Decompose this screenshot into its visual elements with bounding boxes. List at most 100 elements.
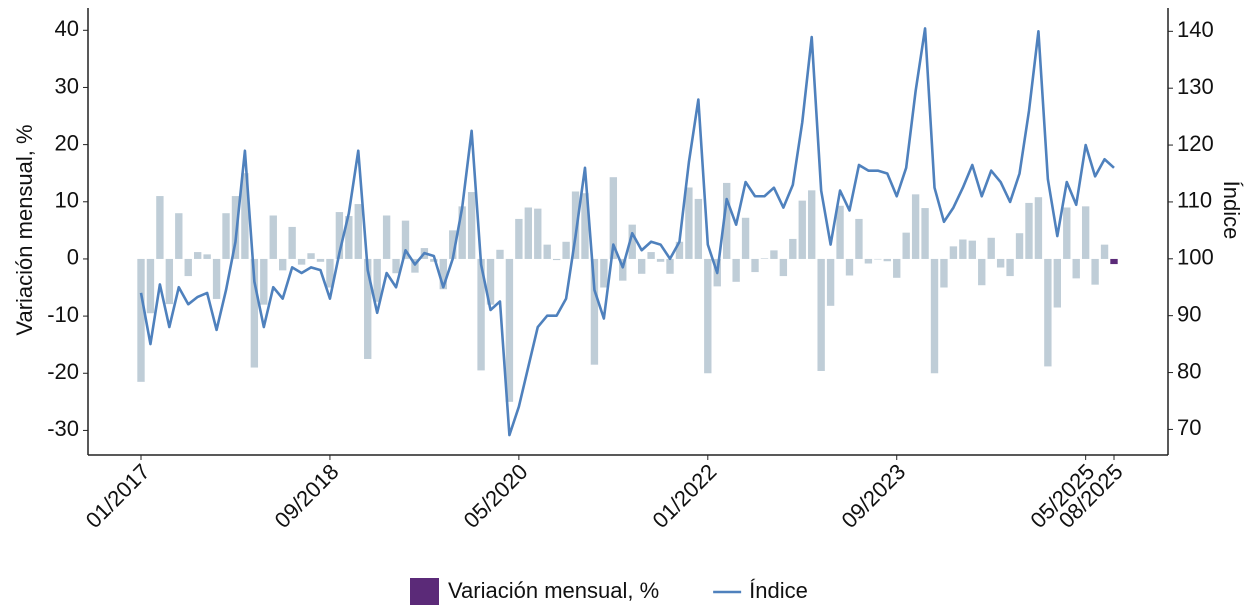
bar — [675, 241, 684, 259]
bar — [165, 258, 174, 305]
bar — [949, 246, 958, 259]
bar — [193, 252, 202, 259]
bar — [534, 208, 542, 259]
bar — [590, 258, 599, 365]
bar — [297, 258, 306, 265]
y2-tick-label: 130 — [1177, 74, 1214, 99]
bar — [364, 258, 372, 359]
bar — [1015, 233, 1024, 259]
bar — [864, 258, 873, 264]
bar — [449, 230, 457, 259]
bar — [1053, 258, 1062, 308]
bar — [855, 218, 863, 259]
bar — [685, 187, 693, 259]
y2-tick-label: 140 — [1177, 17, 1214, 42]
bar — [770, 250, 778, 259]
bar — [467, 192, 476, 259]
bar — [345, 216, 353, 259]
bar — [222, 213, 230, 259]
bar — [619, 258, 627, 281]
x-tick-label: 01/2022 — [648, 459, 722, 533]
bar — [1091, 258, 1099, 285]
bar — [288, 226, 296, 259]
bar — [146, 258, 155, 314]
bar — [836, 205, 844, 259]
y-tick-label: 0 — [67, 245, 79, 270]
bar — [175, 213, 183, 259]
bar — [647, 252, 655, 259]
bar — [874, 258, 882, 260]
y2-tick-label: 100 — [1177, 245, 1214, 270]
bar — [382, 215, 391, 259]
y2-axis-label: Índice — [1219, 181, 1244, 240]
bar — [401, 220, 410, 259]
x-tick-label: 09/2023 — [836, 459, 910, 533]
bar — [392, 258, 400, 274]
y2-tick-label: 70 — [1177, 415, 1201, 440]
legend-label: Índice — [749, 578, 808, 603]
bar — [562, 241, 570, 259]
bar — [911, 194, 920, 259]
bar — [628, 224, 636, 259]
bar — [250, 258, 259, 368]
y-tick-label: 20 — [55, 130, 79, 155]
bar — [883, 258, 891, 262]
bar — [1110, 258, 1118, 265]
x-tick-label: 09/2018 — [270, 459, 344, 533]
bar — [845, 258, 854, 276]
bar — [279, 258, 287, 271]
bar — [1063, 207, 1071, 259]
y2-tick-label: 80 — [1177, 358, 1201, 383]
y-tick-label: -30 — [47, 416, 79, 441]
bar — [373, 258, 381, 302]
bar — [694, 198, 703, 259]
bar — [987, 237, 995, 259]
bar — [930, 258, 939, 374]
legend-swatch — [410, 578, 439, 605]
bar — [543, 244, 551, 259]
bar — [411, 258, 419, 273]
bar — [1081, 206, 1090, 259]
bar — [184, 258, 192, 277]
bar — [496, 249, 504, 259]
bar — [1044, 258, 1052, 367]
bar — [656, 258, 665, 262]
bar — [637, 258, 646, 274]
x-tick-label: 01/2017 — [81, 459, 155, 533]
bar — [486, 258, 495, 305]
bar — [978, 258, 986, 286]
bar — [732, 258, 740, 282]
bar — [524, 207, 532, 259]
bar — [609, 177, 618, 259]
bar — [212, 258, 221, 299]
bar — [354, 204, 362, 259]
legend-label: Variación mensual, % — [448, 578, 659, 603]
bar — [893, 258, 901, 278]
y-tick-label: 10 — [55, 188, 79, 213]
bar — [203, 254, 211, 259]
bar — [477, 258, 485, 371]
y2-tick-label: 120 — [1177, 131, 1214, 156]
bar — [137, 258, 145, 382]
bar — [552, 258, 561, 261]
bar — [260, 258, 268, 305]
bar — [307, 253, 315, 259]
bar — [741, 217, 750, 259]
bar — [817, 258, 825, 371]
y-axis-label: Variación mensual, % — [12, 124, 37, 335]
y-tick-label: -10 — [47, 302, 79, 327]
bar — [335, 212, 344, 259]
bar — [1025, 202, 1033, 259]
bar — [316, 258, 325, 262]
y-tick-label: -20 — [47, 359, 79, 384]
bar — [921, 208, 929, 259]
bar — [789, 238, 797, 259]
bar — [156, 196, 164, 259]
bar — [808, 190, 816, 259]
bar — [241, 173, 249, 259]
bar — [704, 258, 712, 374]
index-line — [139, 27, 1115, 437]
bar — [826, 258, 835, 306]
bar — [723, 182, 731, 259]
